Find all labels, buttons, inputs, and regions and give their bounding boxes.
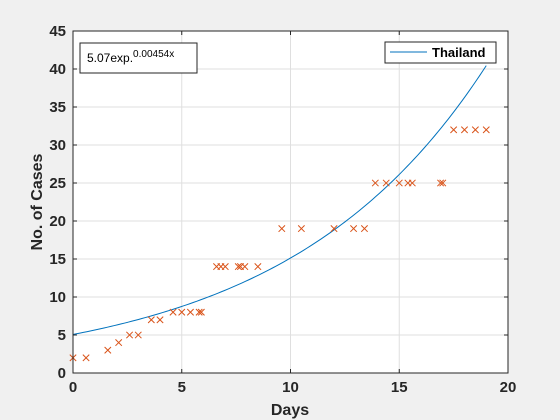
y-tick-label: 30 [49,137,66,154]
y-tick-label: 5 [58,327,66,344]
x-tick-label: 0 [69,379,77,396]
x-tick-label: 20 [500,379,517,396]
annotation-exponent: 0.00454x [133,49,174,60]
x-tick-label: 5 [178,379,186,396]
x-tick-label: 10 [282,379,299,396]
y-axis-label: No. of Cases [29,153,46,250]
y-tick-label: 40 [49,61,66,78]
legend: Thailand [385,42,496,63]
annotation-base: 5.07exp. [87,51,133,65]
x-tick-label: 15 [391,379,408,396]
legend-entry-label: Thailand [432,45,486,60]
y-tick-label: 15 [49,251,66,268]
fit-annotation: 5.07exp.0.00454x [80,43,197,73]
y-tick-label: 10 [49,289,66,306]
y-tick-label: 20 [49,213,66,230]
x-axis-label: Days [271,402,309,419]
y-tick-label: 35 [49,99,66,116]
y-tick-label: 25 [49,175,66,192]
y-tick-label: 0 [58,365,66,382]
y-tick-label: 45 [49,23,66,40]
